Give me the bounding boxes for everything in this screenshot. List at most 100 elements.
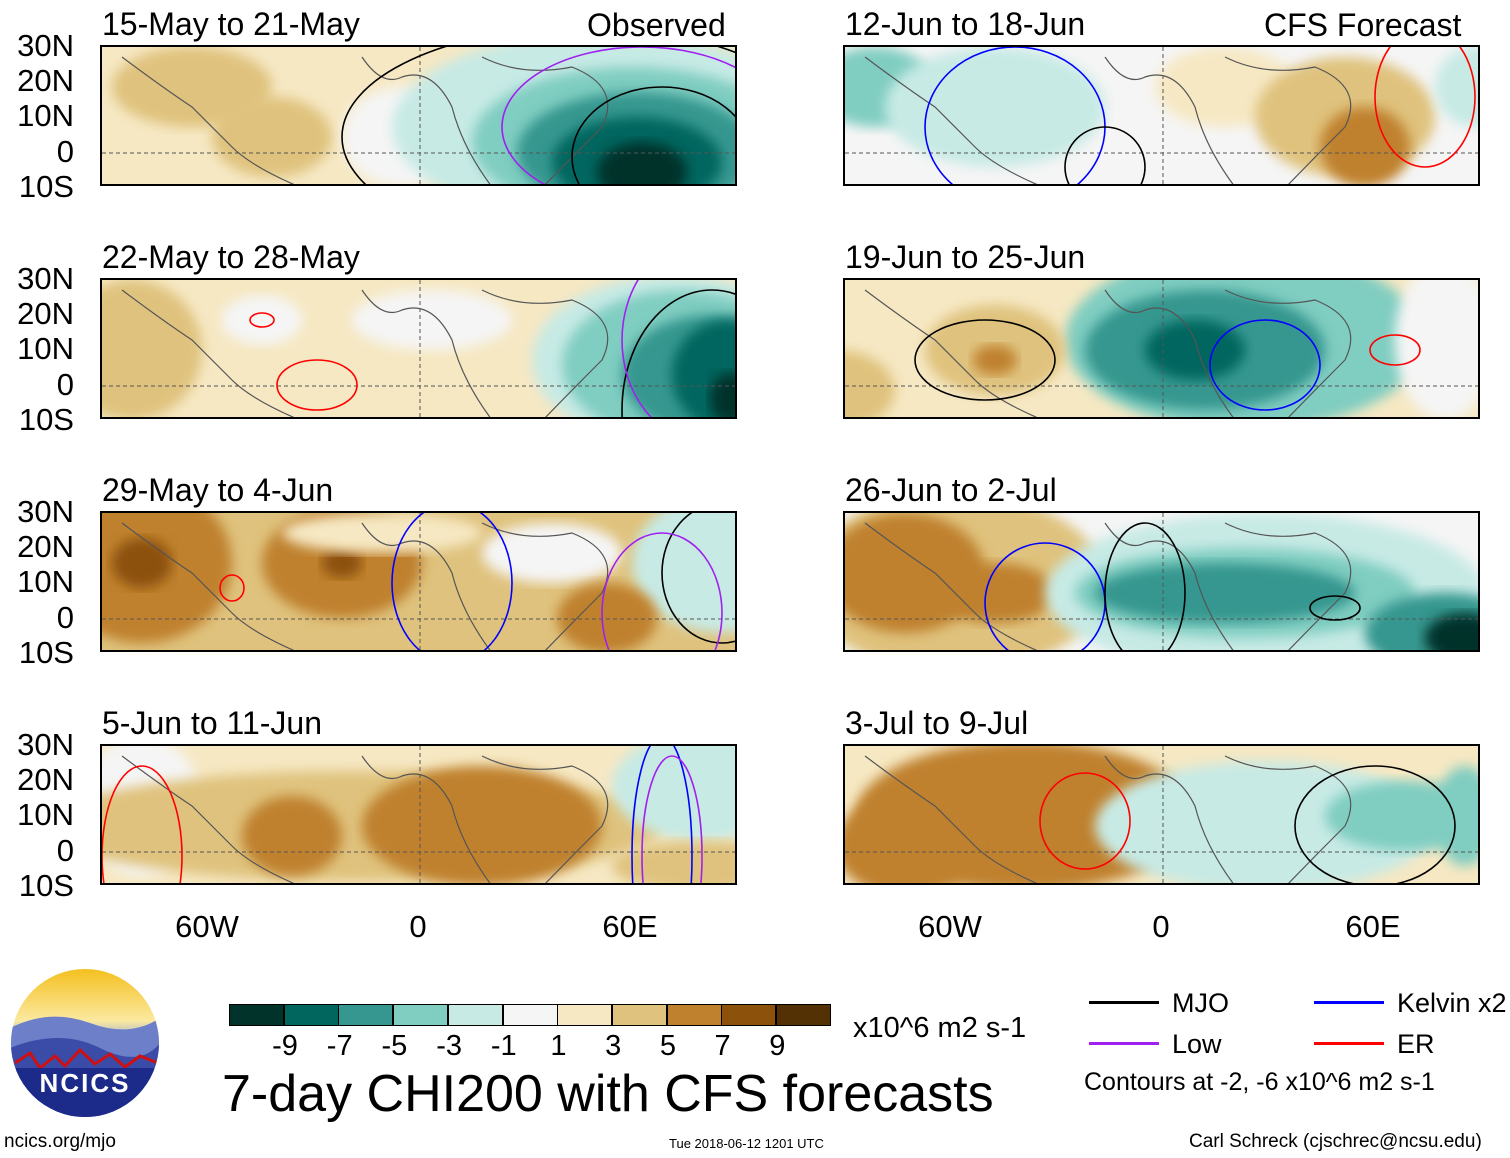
coastline <box>864 289 1352 417</box>
footer-url[interactable]: ncics.org/mjo <box>4 1131 116 1152</box>
panel-title: 3-Jul to 9-Jul <box>845 705 1029 741</box>
anomaly-region <box>1435 47 1478 127</box>
wave-contour <box>501 47 735 184</box>
legend-line-swatch <box>1089 1042 1159 1045</box>
panel-title: 22-May to 28-May <box>102 239 360 275</box>
colorbar-tick-label: 1 <box>550 1030 567 1062</box>
anomaly-region <box>1145 320 1245 380</box>
colorbar-tick-label: 9 <box>769 1030 786 1062</box>
wave-contour <box>1374 47 1476 168</box>
anomaly-region <box>935 563 1055 623</box>
map-panel-forecast <box>843 744 1480 885</box>
wave-contour <box>1369 334 1421 366</box>
wave-contour <box>1064 126 1146 184</box>
map-panel-observed <box>100 278 737 419</box>
colorbar-tick-label: -7 <box>326 1030 353 1062</box>
colorbar-tick-label: -5 <box>381 1030 408 1062</box>
lat-tick-label: 10S <box>18 868 74 903</box>
anomaly-region <box>612 746 735 841</box>
wave-contour <box>661 513 735 644</box>
main-title: 7-day CHI200 with CFS forecasts <box>222 1065 994 1123</box>
colorbar-swatch <box>557 1004 613 1026</box>
legend-label: MJO <box>1172 988 1229 1018</box>
lat-tick-label: 10N <box>17 98 74 133</box>
footer-author: Carl Schreck (cjschrec@ncsu.edu) <box>1189 1131 1482 1152</box>
lat-tick-label: 0 <box>56 367 74 402</box>
lat-tick-label: 10S <box>18 402 74 437</box>
anomaly-region <box>1320 107 1410 184</box>
forecast-label: CFS Forecast <box>1264 7 1462 43</box>
logo-text: NCICS <box>39 1068 131 1098</box>
coastline <box>121 755 609 883</box>
anomaly-region <box>845 350 895 417</box>
wave-contour <box>914 319 1056 401</box>
lat-tick-label: 0 <box>56 833 74 868</box>
wave-contour <box>1039 772 1131 870</box>
lat-tick-label: 10S <box>18 169 74 204</box>
wave-contour <box>631 746 693 883</box>
contours-note: Contours at -2, -6 x10^6 m2 s-1 <box>1084 1068 1435 1096</box>
anomaly-region <box>282 513 482 553</box>
coastline <box>864 755 1352 883</box>
lon-tick-label: 60E <box>1345 909 1401 944</box>
anomaly-region <box>482 523 622 583</box>
anomaly-region <box>362 766 602 883</box>
panel-title: 12-Jun to 18-Jun <box>845 6 1086 42</box>
observed-label: Observed <box>587 7 726 43</box>
anomaly-region <box>102 280 202 417</box>
anomaly-region <box>1425 613 1478 650</box>
lat-tick-label: 20N <box>17 529 74 564</box>
anomaly-region <box>352 290 512 350</box>
colorbar-swatch <box>393 1004 449 1026</box>
coastline <box>121 522 609 650</box>
colorbar-swatch <box>283 1004 339 1026</box>
anomaly-region <box>1095 563 1355 623</box>
panel-title: 15-May to 21-May <box>102 6 360 42</box>
anomaly-region <box>112 47 272 127</box>
colorbar-tick-label: -9 <box>272 1030 298 1062</box>
lat-tick-label: 30N <box>17 261 74 296</box>
colorbar-swatch <box>776 1004 831 1026</box>
wave-contour <box>1309 595 1361 621</box>
lon-tick-label: 60W <box>175 909 239 944</box>
lat-tick-label: 20N <box>17 296 74 331</box>
map-panel-observed <box>100 511 737 652</box>
wave-contour <box>219 574 245 602</box>
lat-tick-label: 10S <box>18 635 74 670</box>
map-panel-observed <box>100 744 737 885</box>
legend-line-swatch <box>1089 1001 1159 1004</box>
lat-tick-label: 0 <box>56 134 74 169</box>
anomaly-region <box>973 345 1017 375</box>
wave-contour <box>391 513 513 650</box>
lon-tick-label: 0 <box>409 909 427 944</box>
anomaly-region <box>222 295 302 345</box>
colorbar-swatch <box>721 1004 777 1026</box>
anomaly-region <box>845 796 975 883</box>
colorbar-tick-label: 3 <box>605 1030 622 1062</box>
wave-contour <box>571 86 735 184</box>
lat-tick-label: 30N <box>17 28 74 63</box>
anomaly-region <box>710 373 735 417</box>
legend-label: Kelvin x2 <box>1397 988 1507 1018</box>
coastline <box>121 289 609 417</box>
wave-contour <box>341 47 735 184</box>
wave-contour <box>276 359 358 411</box>
panel-title: 5-Jun to 11-Jun <box>102 705 322 741</box>
wave-contour <box>621 289 735 417</box>
map-panel-observed <box>100 45 737 186</box>
lat-tick-label: 30N <box>17 494 74 529</box>
wave-contour <box>249 312 275 328</box>
lat-tick-label: 30N <box>17 727 74 762</box>
map-panel-forecast <box>843 511 1480 652</box>
lat-tick-label: 20N <box>17 63 74 98</box>
coastline <box>864 522 1352 650</box>
map-panel-forecast <box>843 45 1480 186</box>
legend-label: Low <box>1172 1029 1222 1059</box>
panel-title: 19-Jun to 25-Jun <box>845 239 1086 275</box>
lat-tick-label: 20N <box>17 762 74 797</box>
colorbar-swatch <box>666 1004 722 1026</box>
footer-timestamp: Tue 2018-06-12 1201 UTC <box>669 1136 824 1151</box>
lat-tick-label: 10N <box>17 797 74 832</box>
legend-line-swatch <box>1314 1001 1384 1004</box>
panel-title: 26-Jun to 2-Jul <box>845 472 1057 508</box>
